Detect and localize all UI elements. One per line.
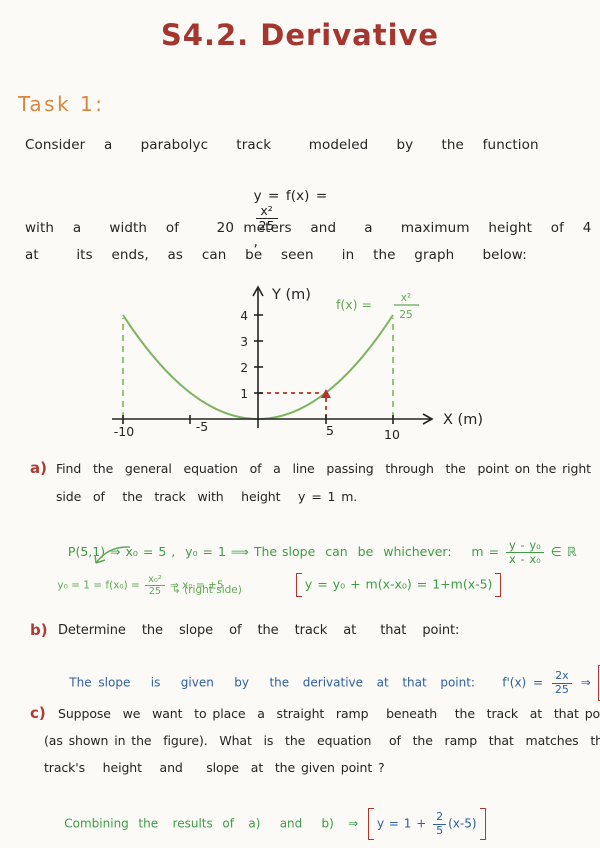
formula-numerator: x² (255, 203, 278, 220)
part-b-line-1: Determine the slope of the track at that… (58, 623, 460, 638)
x-tick-label-neg5: -5 (196, 419, 208, 434)
y-tick-label-2: 2 (240, 361, 248, 375)
formula-fraction: x² 25 (255, 203, 278, 234)
track-graph: 4 3 2 1 -10 -5 5 10 Y (m) X (m) f(x) = x… (112, 285, 483, 442)
part-c-label: c) (30, 704, 46, 722)
part-a-sol2-tail: ⇒ x₀ = ±5 (166, 579, 224, 592)
page-title: S4.2. Derivative (160, 18, 440, 52)
point-arrowhead (321, 389, 331, 398)
formula-denominator: 25 (258, 218, 275, 234)
y-tick-label-3: 3 (240, 335, 248, 349)
red-bracket-left-icon (597, 665, 600, 701)
x0-fraction-numerator: x₀² (145, 574, 165, 587)
part-c-result-tail: (x-5) (448, 816, 477, 831)
curve-label-numerator: x² (401, 292, 411, 304)
pointer-arrow-icon (94, 546, 131, 564)
intro-line-1: Consider a parabolyc track modeled by th… (25, 137, 539, 153)
part-a-line-1: Find the general equation of a line pass… (56, 461, 591, 476)
part-a-label: a) (30, 459, 47, 477)
y-tick-label-4: 4 (240, 309, 248, 323)
red-bracket-right-icon (479, 808, 486, 840)
curve-label-prefix: f(x) = (336, 297, 372, 312)
part-c-line-3: track's height and slope at the given po… (44, 760, 385, 775)
y-tick-label-1: 1 (240, 387, 248, 401)
part-c-line-1: Suppose we want to place a straight ramp… (58, 706, 600, 721)
intro-line-3: at its ends, as can be seen in the graph… (25, 247, 527, 263)
red-bracket-left-icon (367, 808, 374, 840)
part-a-sol2-head: y₀ = 1 = f(x₀) = (57, 579, 144, 592)
curve-label-denominator: 25 (399, 309, 412, 321)
x-axis-label: X (m) (443, 412, 483, 428)
part-c-sol-text: Combining the results of a) and b) ⇒ (64, 816, 368, 831)
part-b-label: b) (30, 621, 48, 639)
part-a-line-2: side of the track with height y = 1 m. (56, 489, 358, 504)
right-side-note: ↳ (right side) (172, 584, 242, 596)
part-a-result: y = y₀ + m(x-x₀) = 1+m(x-5) (276, 558, 502, 612)
ramp-slope-numerator: 2 (433, 810, 447, 825)
x0-fraction: x₀² 25 (145, 574, 165, 598)
derivative-fraction: 2x 25 (551, 669, 572, 696)
x0-fraction-denominator: 25 (148, 586, 162, 598)
function-formula: y = f(x) = x² 25 , (228, 172, 328, 266)
x-axis-arrow-icon (422, 413, 434, 425)
part-b-sol-text: The slope is given by the derivative at … (69, 675, 503, 690)
part-c-line-2: (as shown in the figure). What is the eq… (44, 733, 600, 748)
part-b-solution: The slope is given by the derivative at … (42, 651, 600, 715)
ramp-slope-denominator: 5 (436, 823, 444, 837)
part-c-solution: Combining the results of a) and b) ⇒ y =… (45, 794, 486, 848)
part-a-result-equation: y = y₀ + m(x-x₀) = 1+m(x-5) (304, 576, 493, 592)
red-bracket-left-icon (295, 573, 302, 597)
derivative-fraction-numerator: 2x (551, 669, 572, 684)
part-a-sol1-tail: ∈ ℝ (545, 544, 577, 560)
slope-fraction: y - y₀ x - x₀ (506, 538, 544, 567)
slope-fraction-numerator: y - y₀ (506, 538, 544, 554)
part-c-result-head: y = 1 + (376, 816, 432, 831)
intro-line-2: with a width of 20 meters and a maximum … (25, 220, 600, 236)
x-tick-label-5: 5 (326, 423, 334, 438)
y-axis-label: Y (m) (271, 287, 311, 303)
task-heading: Task 1: (18, 92, 105, 116)
red-bracket-right-icon (495, 573, 502, 597)
derivative-lhs: f'(x) = (502, 675, 550, 690)
slope-fraction-denominator: x - x₀ (509, 552, 541, 567)
y-axis-arrow-icon (252, 285, 264, 297)
implies-arrow: ⇒ (573, 675, 598, 690)
derivative-fraction-denominator: 25 (554, 682, 569, 696)
formula-tail: , (253, 233, 258, 250)
formula-lhs: y = f(x) = (253, 188, 328, 204)
part-a-solution-line-2: y₀ = 1 = f(x₀) = x₀² 25 ⇒ x₀ = ±5 (44, 562, 224, 609)
x-tick-label-10: 10 (384, 427, 400, 442)
x-tick-label-neg10: -10 (114, 424, 134, 439)
